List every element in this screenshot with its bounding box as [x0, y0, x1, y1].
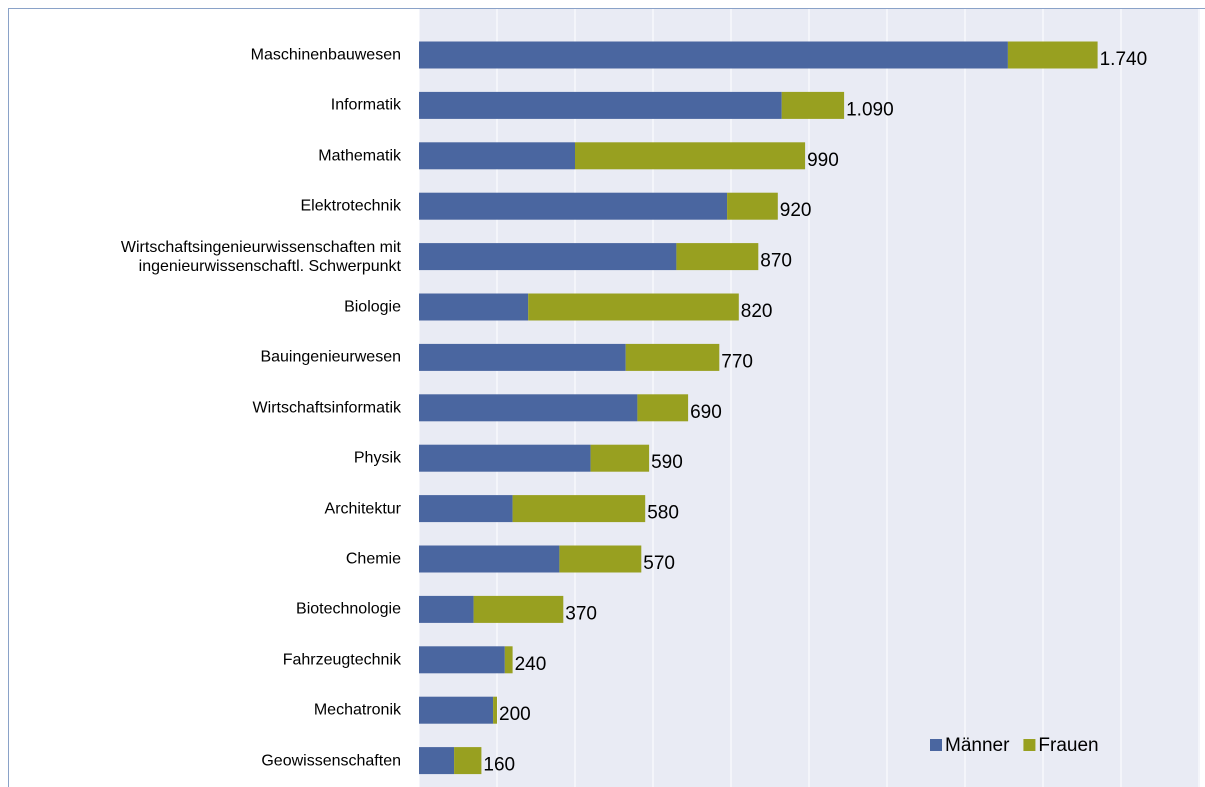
total-label: 1.090 — [846, 99, 894, 120]
category-label: Mathematik — [318, 147, 401, 165]
category-label: Bauingenieurwesen — [260, 348, 401, 366]
bar-segment — [419, 293, 529, 321]
bar-segment — [419, 91, 782, 119]
legend-swatch — [930, 739, 942, 751]
total-label: 160 — [483, 755, 515, 776]
category-label: Chemie — [345, 550, 401, 568]
category-label: Biotechnologie — [296, 600, 401, 618]
category-label: Wirtschaftsingenieurwissenschaften mit i… — [120, 238, 401, 275]
total-label: 570 — [643, 553, 675, 574]
bar-segment — [419, 243, 677, 271]
bar-segment — [419, 192, 728, 220]
bar-segment — [504, 646, 513, 674]
total-label: 820 — [741, 301, 773, 322]
bar-segment — [419, 545, 560, 573]
bar-segment — [419, 142, 575, 170]
total-label: 200 — [499, 704, 531, 725]
bar-segment — [1007, 41, 1098, 69]
category-label: Elektrotechnik — [300, 197, 402, 215]
total-label: 370 — [565, 603, 597, 624]
category-label: Architektur — [324, 500, 401, 518]
bar-segment — [559, 545, 642, 573]
total-label: 990 — [807, 150, 839, 171]
bar-segment — [637, 394, 689, 422]
total-label: 770 — [721, 351, 753, 372]
bar-segment — [419, 646, 505, 674]
bar-segment — [590, 444, 650, 472]
category-label: Informatik — [330, 96, 401, 114]
category-label: Geowissenschaften — [261, 752, 401, 770]
total-label: 920 — [780, 200, 812, 221]
total-label: 590 — [651, 452, 683, 473]
bar-segment — [419, 41, 1008, 69]
category-label: Maschinenbauwesen — [250, 46, 401, 64]
total-label: 240 — [515, 654, 547, 675]
total-label: 690 — [690, 402, 722, 423]
legend-label: Männer — [945, 735, 1010, 756]
bar-segment — [454, 747, 482, 775]
bar-segment — [781, 91, 845, 119]
category-label: Physik — [353, 449, 401, 467]
total-label: 580 — [647, 503, 679, 524]
bar-segment — [419, 495, 513, 523]
bar-segment — [419, 444, 591, 472]
bar-segment — [512, 495, 646, 523]
bar-segment — [419, 696, 494, 724]
bar-segment — [727, 192, 778, 220]
legend-swatch — [1023, 739, 1036, 751]
total-label: 870 — [760, 251, 792, 272]
bar-segment — [575, 142, 806, 170]
bar-segment — [625, 343, 720, 371]
bar-segment — [419, 343, 626, 371]
bar-segment — [419, 394, 638, 422]
bar-segment — [493, 696, 497, 724]
bar-segment — [419, 747, 455, 775]
category-label: Biologie — [344, 298, 401, 316]
total-label: 1.740 — [1100, 49, 1148, 70]
frame — [8, 8, 1205, 787]
bar-segment — [473, 595, 564, 623]
category-label: Fahrzeugtechnik — [282, 651, 401, 669]
bar-segment — [528, 293, 739, 321]
legend-label: Frauen — [1038, 735, 1098, 756]
category-label: Mechatronik — [313, 701, 401, 719]
category-label: Wirtschaftsinformatik — [252, 399, 401, 417]
bar-segment — [419, 595, 474, 623]
bar-segment — [676, 243, 759, 271]
